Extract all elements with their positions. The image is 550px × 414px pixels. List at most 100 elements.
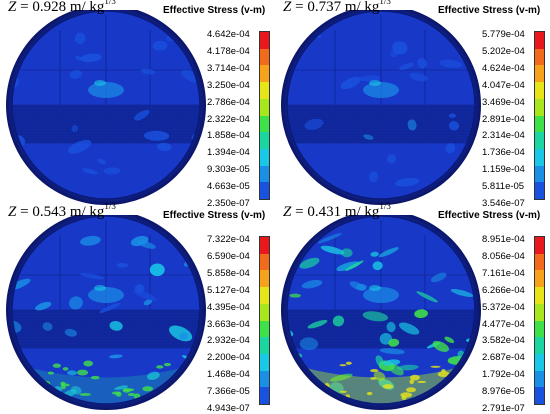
legend-band [260, 65, 269, 83]
legend-band [260, 82, 269, 99]
legend-band [260, 148, 269, 166]
z-symbol: Z [283, 204, 292, 220]
legend-band [260, 48, 269, 66]
legend-tick-label: 1.792e-04 [482, 369, 525, 381]
legend-band [260, 132, 269, 149]
legend-tick-label: 4.178e-04 [207, 45, 250, 57]
legend-tick-label: 5.372e-04 [482, 301, 525, 313]
legend-band [260, 370, 269, 388]
legend-tick-label: 5.202e-04 [482, 45, 525, 57]
color-legend-bar [534, 236, 545, 405]
legend-tick-label: 3.714e-04 [207, 62, 250, 74]
panel-3: Z = 0.543 m/ kg1/3 Effective Stress (v-m)… [0, 201, 275, 414]
z-exponent: 1/3 [379, 0, 391, 6]
stress-field [12, 216, 200, 404]
color-legend-bar [534, 31, 545, 200]
legend-band [535, 48, 544, 66]
legend-band [535, 148, 544, 166]
legend-tick-label: 1.736e-04 [482, 147, 525, 159]
stress-contour-plot [281, 215, 481, 410]
legend-band [535, 270, 544, 288]
z-unit: m/ kg [341, 0, 380, 15]
legend-band [260, 98, 269, 116]
legend-band [535, 253, 544, 271]
legend-tick-label: 3.250e-04 [207, 79, 250, 91]
legend-tick-label: 8.951e-04 [482, 234, 525, 245]
legend-band [535, 115, 544, 133]
legend-band [260, 387, 269, 404]
legend-band [535, 165, 544, 183]
stress-contour-plot [281, 10, 481, 205]
legend-band [535, 65, 544, 83]
legend-band [535, 337, 544, 354]
legend-band [535, 287, 544, 304]
scaled-distance-label: Z = 0.737 m/ kg1/3 [283, 0, 391, 16]
z-eq: = [16, 204, 33, 220]
legend-title: Effective Stress (v-m) [163, 5, 266, 16]
z-exponent: 1/3 [104, 201, 116, 211]
z-exponent: 1/3 [379, 201, 391, 211]
z-unit: m/ kg [66, 204, 105, 220]
panel-1: Z = 0.928 m/ kg1/3 Effective Stress (v-m)… [0, 0, 275, 209]
legend-tick-label: 2.786e-04 [207, 96, 250, 108]
legend-title: Effective Stress (v-m) [438, 210, 541, 221]
legend-tick-label: 6.266e-04 [482, 284, 525, 296]
legend-tick-label: 4.395e-04 [207, 301, 250, 313]
legend-band [535, 237, 544, 254]
z-value: 0.737 [307, 0, 342, 15]
legend-tick-label: 1.394e-04 [207, 147, 250, 159]
stress-field [287, 11, 475, 199]
legend-band [260, 353, 269, 371]
legend-tick-label: 4.642e-04 [207, 29, 250, 40]
legend-title: Effective Stress (v-m) [438, 5, 541, 16]
legend-tick-label: 2.932e-04 [207, 335, 250, 347]
z-symbol: Z [8, 0, 17, 15]
legend-band [260, 320, 269, 338]
legend-tick-label: 5.811e-05 [482, 181, 525, 193]
legend-tick-label: 5.779e-04 [482, 29, 525, 40]
legend-tick-label: 1.858e-04 [207, 130, 250, 142]
legend-band [260, 303, 269, 321]
z-exponent: 1/3 [104, 0, 116, 6]
legend-band [535, 320, 544, 338]
legend-band [260, 182, 269, 199]
legend-band [535, 370, 544, 388]
legend-band [260, 253, 269, 271]
legend-tick-label: 2.891e-04 [482, 113, 525, 125]
scaled-distance-label: Z = 0.431 m/ kg1/3 [283, 201, 391, 221]
legend-tick-label: 5.127e-04 [207, 284, 250, 296]
color-legend-bar [259, 31, 270, 200]
legend-band [535, 182, 544, 199]
legend-tick-label: 4.047e-04 [482, 79, 525, 91]
legend-band [260, 32, 269, 49]
z-eq: = [291, 204, 308, 220]
legend-tick-label: 1.468e-04 [207, 369, 250, 381]
legend-tick-label: 3.582e-04 [482, 335, 525, 347]
legend-band [535, 303, 544, 321]
legend-title: Effective Stress (v-m) [163, 210, 266, 221]
legend-tick-label: 2.322e-04 [207, 113, 250, 125]
scaled-distance-label: Z = 0.928 m/ kg1/3 [8, 0, 116, 16]
z-eq: = [16, 0, 33, 15]
legend-tick-label: 2.314e-04 [482, 130, 525, 142]
scaled-distance-label: Z = 0.543 m/ kg1/3 [8, 201, 116, 221]
legend-band [535, 98, 544, 116]
legend-tick-label: 8.976e-05 [482, 386, 525, 398]
legend-tick-label: 5.858e-04 [207, 267, 250, 279]
legend-tick-label: 7.366e-05 [207, 386, 250, 398]
z-unit: m/ kg [341, 204, 380, 220]
legend-band [260, 115, 269, 133]
legend-band [535, 353, 544, 371]
panel-2: Z = 0.737 m/ kg1/3 Effective Stress (v-m)… [275, 0, 550, 209]
panel-4: Z = 0.431 m/ kg1/3 Effective Stress (v-m)… [275, 201, 550, 414]
legend-tick-label: 2.350e-07 [207, 198, 250, 209]
legend-tick-label: 3.469e-04 [482, 96, 525, 108]
z-value: 0.431 [307, 204, 342, 220]
legend-band [260, 165, 269, 183]
legend-band [260, 237, 269, 254]
legend-tick-label: 9.303e-05 [207, 164, 250, 176]
color-legend-bar [259, 236, 270, 405]
legend-tick-label: 6.590e-04 [207, 250, 250, 262]
legend-tick-label: 8.056e-04 [482, 250, 525, 262]
